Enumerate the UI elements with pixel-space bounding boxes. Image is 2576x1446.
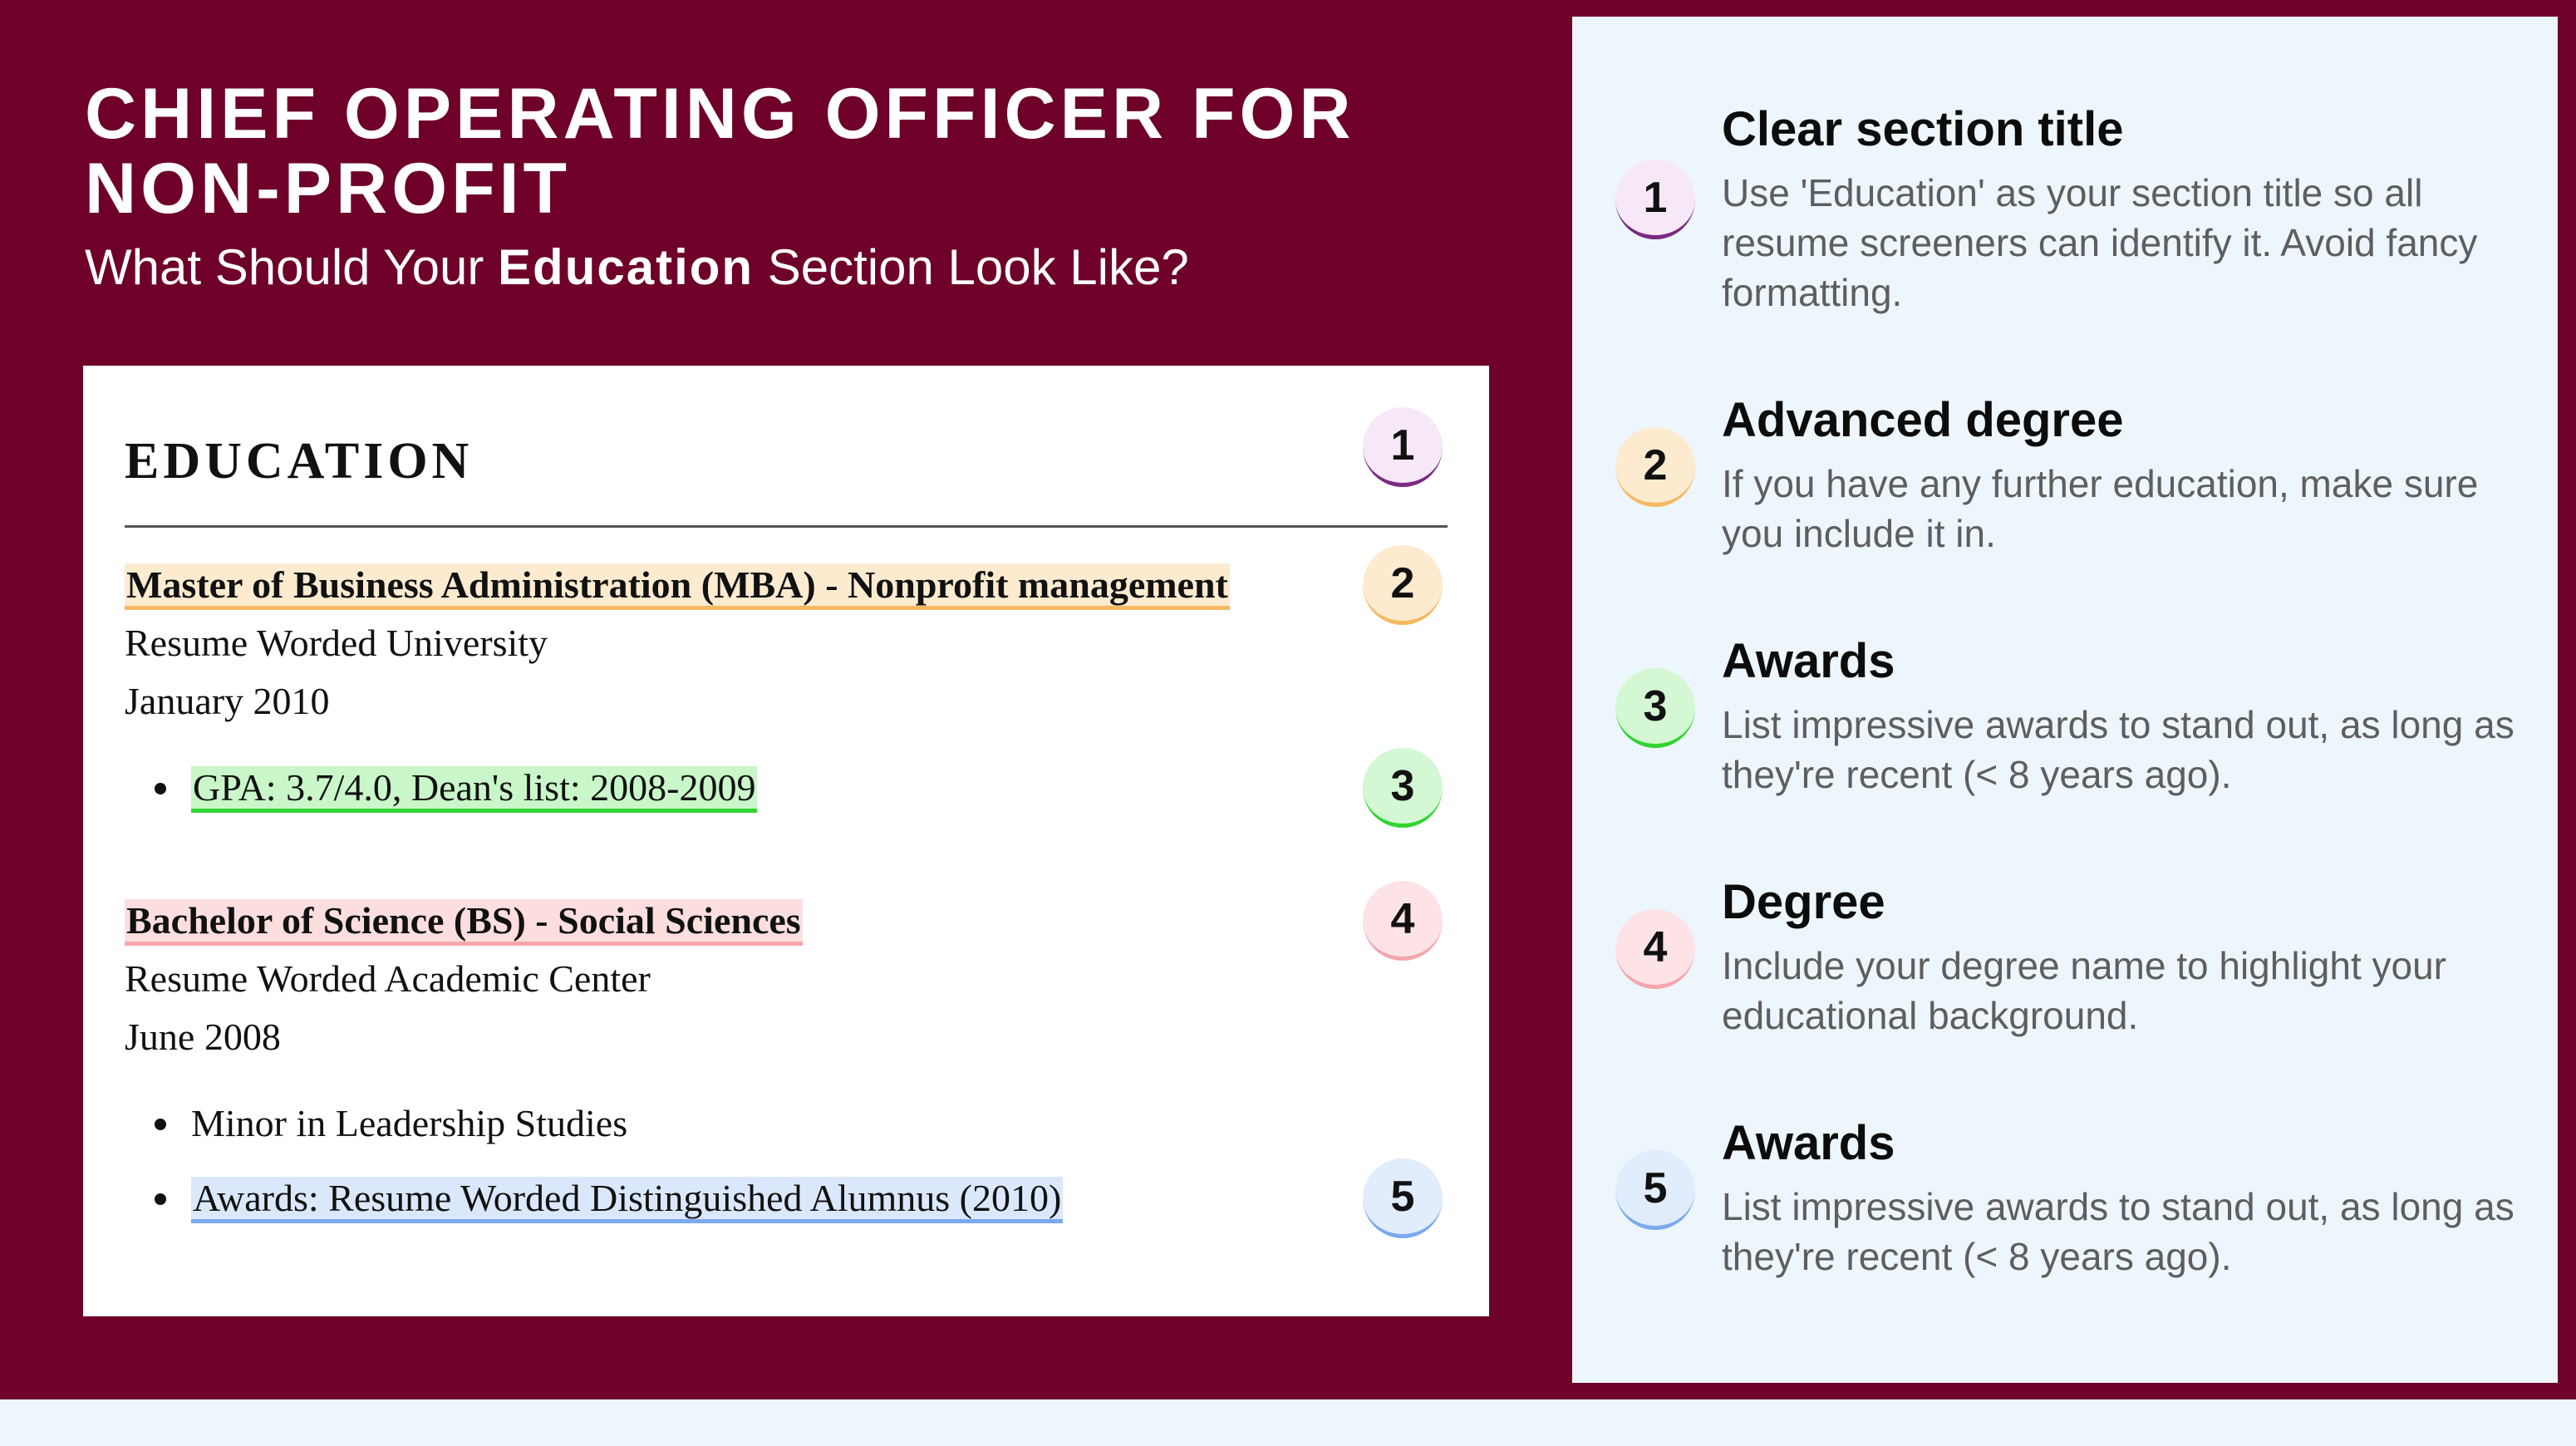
- subtitle-suffix: Section Look Like?: [754, 239, 1189, 295]
- maroon-frame-top: [1572, 0, 2576, 17]
- school-1: Resume Worded University: [125, 622, 548, 664]
- tip-2-desc: If you have any further education, make …: [1722, 462, 2479, 555]
- tip-5-title: Awards: [1722, 1116, 1895, 1170]
- page-title: CHIEF OPERATING OFFICER FOR NON-PROFIT: [85, 76, 1514, 226]
- education-heading: EDUCATION: [125, 433, 474, 489]
- subtitle-emphasis: Education: [498, 239, 755, 295]
- resume-education-card: EDUCATION Master of Business Administrat…: [83, 366, 1489, 1316]
- tips-panel: [1572, 17, 2558, 1383]
- maroon-frame-right: [2558, 0, 2576, 1399]
- tip-1-title: Clear section title: [1722, 102, 2124, 156]
- badge-5: 5: [1363, 1158, 1443, 1238]
- tip-1-desc: Use 'Education' as your section title so…: [1722, 171, 2478, 314]
- bullet-dot: [155, 1119, 166, 1130]
- awards-highlight: Awards: Resume Worded Distinguished Alum…: [191, 1177, 1064, 1223]
- tip-3-badge: 3: [1615, 668, 1695, 748]
- heading-divider: [125, 525, 1448, 528]
- school-2: Resume Worded Academic Center: [125, 957, 651, 1000]
- tip-5-desc: List impressive awards to stand out, as …: [1722, 1185, 2515, 1278]
- tip-3-title: Awards: [1722, 634, 1895, 688]
- page-subtitle: What Should Your Education Section Look …: [85, 238, 1514, 298]
- bullet-2-2: Awards: Resume Worded Distinguished Alum…: [191, 1175, 1064, 1223]
- tip-3-desc: List impressive awards to stand out, as …: [1722, 703, 2515, 796]
- title-line-1: CHIEF OPERATING OFFICER FOR: [85, 74, 1355, 154]
- tip-4-badge: 4: [1615, 909, 1695, 989]
- tip-4-title: Degree: [1722, 875, 1885, 929]
- gpa-highlight: GPA: 3.7/4.0, Dean's list: 2008-2009: [191, 766, 758, 813]
- tip-1-badge: 1: [1615, 160, 1695, 239]
- maroon-frame-bottom: [1572, 1383, 2576, 1399]
- date-2: June 2008: [125, 1016, 281, 1058]
- degree-2-highlight: Bachelor of Science (BS) - Social Scienc…: [125, 899, 803, 946]
- degree-1-highlight: Master of Business Administration (MBA) …: [125, 563, 1230, 610]
- tip-2-badge: 2: [1615, 427, 1695, 507]
- badge-3: 3: [1363, 748, 1443, 828]
- subtitle-prefix: What Should Your: [85, 239, 499, 295]
- tip-4-desc: Include your degree name to highlight yo…: [1722, 944, 2447, 1037]
- badge-1: 1: [1363, 407, 1443, 487]
- bullet-dot: [155, 1193, 166, 1205]
- bullet-1-1: GPA: 3.7/4.0, Dean's list: 2008-2009: [191, 765, 758, 813]
- badge-4: 4: [1363, 881, 1443, 961]
- bullet-2-1: Minor in Leadership Studies: [191, 1102, 628, 1144]
- bullet-dot: [155, 783, 166, 794]
- title-line-2: NON-PROFIT: [85, 149, 572, 229]
- degree-1: Master of Business Administration (MBA) …: [125, 562, 1230, 610]
- tip-2-title: Advanced degree: [1722, 393, 2124, 447]
- badge-2: 2: [1363, 545, 1443, 625]
- date-1: January 2010: [125, 680, 330, 722]
- tip-5-badge: 5: [1615, 1150, 1695, 1230]
- degree-2: Bachelor of Science (BS) - Social Scienc…: [125, 898, 803, 946]
